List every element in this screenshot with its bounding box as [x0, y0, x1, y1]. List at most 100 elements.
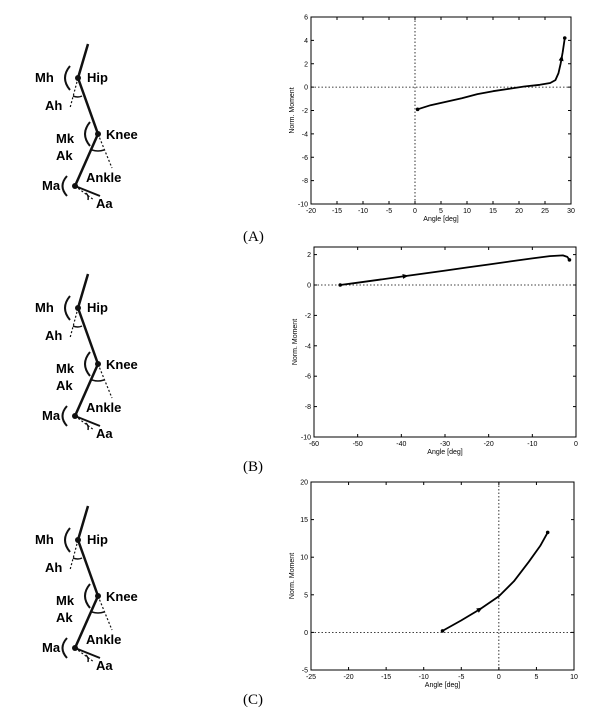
- x-tick-label: -40: [396, 441, 406, 448]
- x-tick-label: 25: [541, 208, 549, 215]
- y-axis-label: Norm. Moment: [289, 553, 296, 599]
- hip-label: Hip: [87, 532, 108, 547]
- y-tick-label: -6: [305, 374, 311, 381]
- hip-moment-arc: [64, 295, 71, 321]
- y-tick-label: 20: [300, 480, 308, 487]
- ankle-joint: [72, 645, 78, 651]
- series-line: [340, 254, 571, 286]
- trunk-segment: [76, 273, 90, 309]
- direction-arrow: [402, 273, 409, 279]
- ankle-joint: [72, 183, 78, 189]
- leg-diagram-b: Hip Mh Ah Knee Mk Ak Ankle Ma Aa: [35, 273, 138, 441]
- series-start-point: [440, 629, 445, 633]
- series-end-point: [562, 36, 567, 40]
- plot-frame: [310, 481, 575, 671]
- ankle-moment-arc: [61, 175, 68, 197]
- aa-label: Aa: [96, 426, 113, 441]
- series-start-point: [338, 283, 343, 287]
- ankle-moment-arc: [61, 637, 68, 659]
- ankle-label: Ankle: [86, 170, 121, 185]
- aa-label: Aa: [96, 196, 113, 211]
- ankle-joint: [72, 413, 78, 419]
- knee-moment-arc: [84, 351, 91, 377]
- shank-segment: [73, 595, 100, 649]
- x-tick-label: -5: [386, 208, 392, 215]
- x-tick-label: -20: [306, 208, 316, 215]
- knee-angle-arc: [91, 149, 105, 152]
- x-tick-label: 5: [439, 208, 443, 215]
- shank-segment: [73, 363, 100, 417]
- hip-reference-line: [69, 307, 79, 339]
- ankle-label: Ankle: [86, 400, 121, 415]
- direction-arrow: [476, 607, 483, 613]
- mk-label: Mk: [56, 361, 75, 376]
- knee-angle-arc: [91, 611, 105, 614]
- y-tick-label: 5: [304, 592, 308, 599]
- ah-label: Ah: [45, 560, 62, 575]
- y-tick-label: -2: [302, 108, 308, 115]
- aa-label: Aa: [96, 658, 113, 673]
- mh-label: Mh: [35, 300, 54, 315]
- y-tick-label: -8: [302, 178, 308, 185]
- x-tick-label: -50: [353, 441, 363, 448]
- y-tick-label: -2: [305, 313, 311, 320]
- series-end-point: [545, 530, 550, 535]
- y-axis-label: Norm. Moment: [289, 87, 296, 133]
- y-tick-label: 6: [304, 15, 308, 22]
- x-tick-label: -20: [484, 441, 494, 448]
- knee-label: Knee: [106, 127, 138, 142]
- hip-reference-line: [69, 539, 79, 571]
- y-tick-label: -10: [298, 202, 308, 209]
- leg-diagram-a: Hip Mh Ah Knee Mk Ak Ankle Ma Aa: [35, 43, 138, 211]
- x-axis-label: Angle [deg]: [425, 682, 460, 689]
- x-tick-label: -10: [358, 208, 368, 215]
- mh-label: Mh: [35, 70, 54, 85]
- x-tick-label: -15: [381, 674, 391, 681]
- knee-angle-arc: [91, 379, 105, 382]
- series-end-point: [567, 258, 572, 262]
- knee-joint: [95, 593, 101, 599]
- y-tick-label: 2: [307, 252, 311, 259]
- hip-angle-arc: [72, 557, 83, 560]
- ak-label: Ak: [56, 378, 73, 393]
- trunk-segment: [76, 43, 90, 79]
- ma-label: Ma: [42, 408, 61, 423]
- y-tick-label: 10: [300, 555, 308, 562]
- mh-label: Mh: [35, 532, 54, 547]
- x-axis-label: Angle [deg]: [427, 449, 462, 456]
- knee-joint: [95, 361, 101, 367]
- panel-label-b: (B): [243, 459, 263, 475]
- y-tick-label: 0: [307, 283, 311, 290]
- x-tick-label: 30: [567, 208, 575, 215]
- foot-segment: [74, 185, 101, 197]
- knee-moment-arc: [84, 583, 91, 609]
- hip-label: Hip: [87, 70, 108, 85]
- y-tick-label: 4: [304, 38, 308, 45]
- knee-moment-arc: [84, 121, 91, 147]
- panel-label-a: (A): [243, 229, 264, 245]
- hip-joint: [75, 305, 81, 311]
- knee-joint: [95, 131, 101, 137]
- trunk-segment: [76, 505, 90, 541]
- foot-segment: [74, 415, 101, 427]
- y-tick-label: 2: [304, 61, 308, 68]
- x-tick-label: -10: [419, 674, 429, 681]
- x-tick-label: 10: [463, 208, 471, 215]
- hip-label: Hip: [87, 300, 108, 315]
- thigh-segment: [76, 77, 100, 135]
- ak-label: Ak: [56, 148, 73, 163]
- x-tick-label: 10: [570, 674, 578, 681]
- x-tick-label: 0: [413, 208, 417, 215]
- knee-label: Knee: [106, 357, 138, 372]
- x-tick-label: -25: [306, 674, 316, 681]
- y-tick-label: 0: [304, 85, 308, 92]
- y-tick-label: -8: [305, 404, 311, 411]
- mk-label: Mk: [56, 593, 75, 608]
- series-start-point: [415, 107, 420, 112]
- x-tick-label: 5: [534, 674, 538, 681]
- hip-moment-arc: [64, 65, 71, 91]
- hip-angle-arc: [72, 95, 83, 98]
- shank-segment: [73, 133, 100, 187]
- x-tick-label: 20: [515, 208, 523, 215]
